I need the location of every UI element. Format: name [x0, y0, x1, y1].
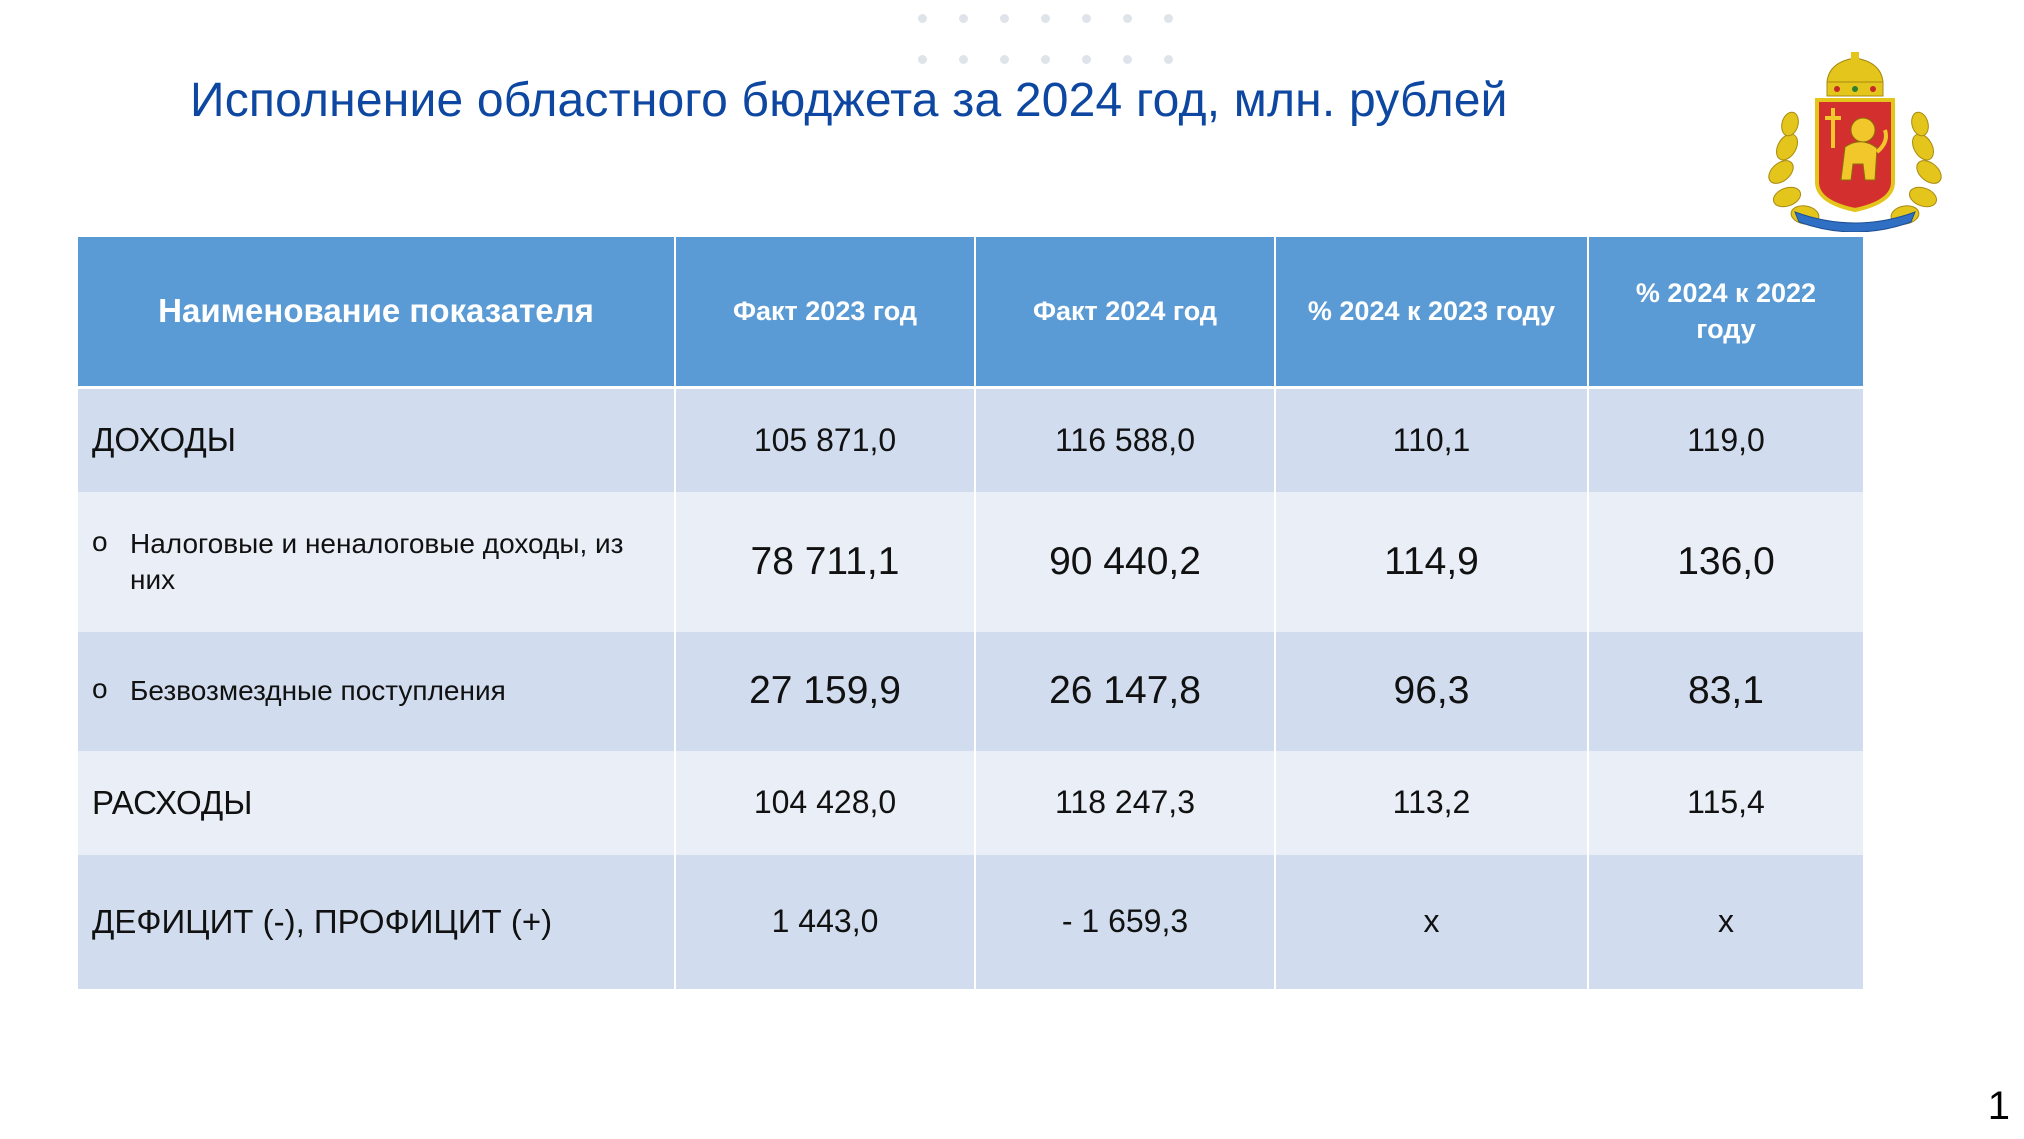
bullet-icon: o [92, 526, 108, 558]
cell-pct-2022: x [1588, 854, 1863, 989]
table-header-row: Наименование показателя Факт 2023 год Фа… [78, 237, 1863, 389]
row-label: o Безвозмездные поступления [78, 631, 676, 751]
header-indicator-name: Наименование показателя [78, 237, 676, 389]
row-label: o Налоговые и неналоговые доходы, из них [78, 491, 676, 632]
page-number: 1 [1987, 1084, 2010, 1128]
header-fact-2024: Факт 2024 год [975, 237, 1276, 389]
row-label: ДОХОДЫ [78, 387, 676, 492]
bullet-icon: o [92, 673, 108, 705]
table-row-gratuitous-receipts: o Безвозмездные поступления 27 159,9 26 … [78, 631, 1863, 751]
table-row-deficit-surplus: ДЕФИЦИТ (-), ПРОФИЦИТ (+) 1 443,0 - 1 65… [78, 854, 1863, 989]
table-row-tax-income: o Налоговые и неналоговые доходы, из них… [78, 491, 1863, 632]
header-pct-2024-vs-2023: % 2024 к 2023 году [1275, 237, 1589, 389]
row-label-text: Налоговые и неналоговые доходы, из них [130, 528, 624, 595]
cell-pct-2022: 136,0 [1588, 491, 1863, 632]
table-row-expenses: РАСХОДЫ 104 428,0 118 247,3 113,2 115,4 [78, 750, 1863, 855]
cell-fact-2024: 26 147,8 [975, 631, 1276, 751]
cell-pct-2022: 83,1 [1588, 631, 1863, 751]
row-label-text: Безвозмездные поступления [130, 675, 506, 707]
cell-pct-2022: 119,0 [1588, 387, 1863, 492]
cell-pct-2022: 115,4 [1588, 750, 1863, 855]
cell-pct-2023: 96,3 [1275, 631, 1589, 751]
cell-fact-2024: 118 247,3 [975, 750, 1276, 855]
cell-fact-2023: 27 159,9 [675, 631, 976, 751]
cell-fact-2023: 104 428,0 [675, 750, 976, 855]
row-label: РАСХОДЫ [78, 750, 676, 855]
budget-table: Наименование показателя Факт 2023 год Фа… [78, 237, 1863, 989]
cell-fact-2023: 1 443,0 [675, 854, 976, 989]
cell-fact-2024: 90 440,2 [975, 491, 1276, 632]
cell-pct-2023: 114,9 [1275, 491, 1589, 632]
table-row-income: ДОХОДЫ 105 871,0 116 588,0 110,1 119,0 [78, 387, 1863, 492]
page-title: Исполнение областного бюджета за 2024 го… [190, 74, 1508, 127]
cell-pct-2023: x [1275, 854, 1589, 989]
decorative-dots [918, 14, 1178, 70]
cell-fact-2024: 116 588,0 [975, 387, 1276, 492]
cell-pct-2023: 110,1 [1275, 387, 1589, 492]
row-label: ДЕФИЦИТ (-), ПРОФИЦИТ (+) [78, 854, 676, 989]
header-pct-2024-vs-2022: % 2024 к 2022 году [1588, 237, 1863, 389]
coat-of-arms-icon [1768, 52, 1942, 232]
cell-fact-2024: - 1 659,3 [975, 854, 1276, 989]
cell-pct-2023: 113,2 [1275, 750, 1589, 855]
header-fact-2023: Факт 2023 год [675, 237, 976, 389]
cell-fact-2023: 78 711,1 [675, 491, 976, 632]
cell-fact-2023: 105 871,0 [675, 387, 976, 492]
